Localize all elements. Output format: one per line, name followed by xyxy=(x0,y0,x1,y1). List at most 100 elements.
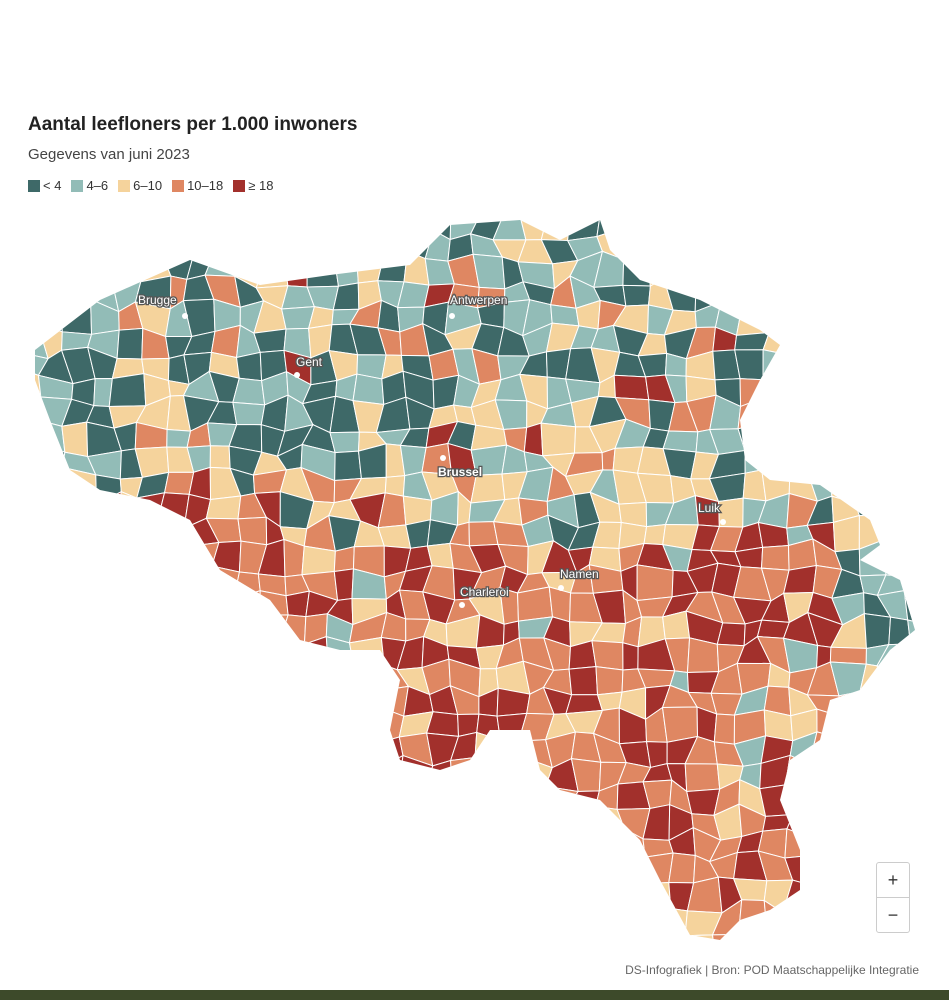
municipality xyxy=(353,664,386,698)
municipality xyxy=(785,927,814,940)
municipality xyxy=(255,252,289,289)
municipality xyxy=(37,566,73,596)
municipality xyxy=(325,220,363,231)
municipality xyxy=(860,829,886,858)
municipality xyxy=(401,877,433,909)
municipality xyxy=(357,708,386,743)
municipality xyxy=(420,832,456,865)
municipality xyxy=(784,784,815,816)
municipality xyxy=(377,901,403,934)
municipality xyxy=(333,257,359,287)
municipality xyxy=(159,906,185,936)
legend-item: ≥ 18 xyxy=(233,178,273,193)
municipality xyxy=(856,730,892,769)
municipality xyxy=(840,379,867,406)
municipality xyxy=(301,545,336,576)
legend-swatch xyxy=(233,179,246,192)
municipality xyxy=(684,934,717,940)
municipality xyxy=(112,906,144,934)
municipality xyxy=(282,953,310,960)
zoom-out[interactable]: − xyxy=(877,897,909,932)
municipality xyxy=(829,948,862,960)
municipality xyxy=(808,755,841,791)
municipality xyxy=(306,923,335,940)
municipality xyxy=(589,874,620,909)
municipality xyxy=(183,879,215,911)
municipality xyxy=(212,803,242,840)
municipality xyxy=(781,422,816,456)
municipality xyxy=(109,687,146,719)
municipality xyxy=(46,803,66,836)
municipality xyxy=(832,514,860,553)
municipality xyxy=(36,497,68,526)
municipality xyxy=(453,809,484,835)
municipality xyxy=(40,852,69,883)
legend-swatch xyxy=(71,179,84,192)
municipality xyxy=(35,736,41,765)
municipality xyxy=(182,621,209,640)
municipality xyxy=(829,730,862,760)
municipality xyxy=(618,877,644,914)
municipality xyxy=(35,299,42,327)
municipality xyxy=(596,220,619,238)
municipality xyxy=(643,523,667,546)
municipality xyxy=(477,803,497,840)
municipality xyxy=(740,252,766,286)
municipality xyxy=(830,803,863,834)
municipality xyxy=(397,949,427,960)
municipality xyxy=(65,659,97,696)
municipality xyxy=(327,684,362,721)
city-dot xyxy=(182,313,188,319)
municipality xyxy=(518,785,549,806)
municipality xyxy=(108,373,147,408)
municipality xyxy=(115,594,144,625)
municipality xyxy=(35,815,49,836)
municipality xyxy=(70,565,100,594)
municipality xyxy=(380,803,412,840)
municipality xyxy=(118,779,140,814)
municipality xyxy=(70,587,99,623)
municipality xyxy=(163,471,195,495)
municipality xyxy=(640,907,675,937)
municipality xyxy=(900,738,915,768)
municipality xyxy=(902,544,915,578)
municipality xyxy=(44,587,72,622)
municipality xyxy=(233,590,261,616)
municipality xyxy=(804,883,843,909)
municipality xyxy=(574,874,597,910)
zoom-in[interactable]: + xyxy=(887,870,899,890)
municipality xyxy=(829,646,867,665)
municipality xyxy=(661,706,699,743)
municipality xyxy=(35,784,48,817)
municipality xyxy=(912,324,915,356)
municipality xyxy=(829,449,867,476)
city-label: Luik xyxy=(698,501,721,515)
municipality xyxy=(756,422,796,453)
municipality xyxy=(206,778,241,815)
municipality xyxy=(760,544,790,571)
municipality xyxy=(206,857,242,887)
municipality xyxy=(352,765,386,787)
municipality xyxy=(910,879,915,913)
municipality xyxy=(910,220,915,234)
municipality xyxy=(65,924,94,940)
municipality xyxy=(185,811,215,840)
municipality xyxy=(903,641,915,670)
municipality xyxy=(38,682,68,720)
municipality xyxy=(325,735,359,768)
municipality xyxy=(618,856,646,885)
municipality xyxy=(782,948,813,960)
municipality xyxy=(278,688,316,718)
municipality xyxy=(208,935,243,940)
municipality xyxy=(348,636,385,668)
municipality xyxy=(91,754,120,793)
municipality xyxy=(685,250,723,288)
municipality xyxy=(84,546,122,577)
municipality xyxy=(35,634,42,664)
municipality xyxy=(879,466,914,502)
municipality xyxy=(60,903,94,927)
municipality xyxy=(858,347,887,381)
municipality xyxy=(622,284,651,307)
legend-label: ≥ 18 xyxy=(248,178,274,193)
municipality xyxy=(35,524,50,550)
